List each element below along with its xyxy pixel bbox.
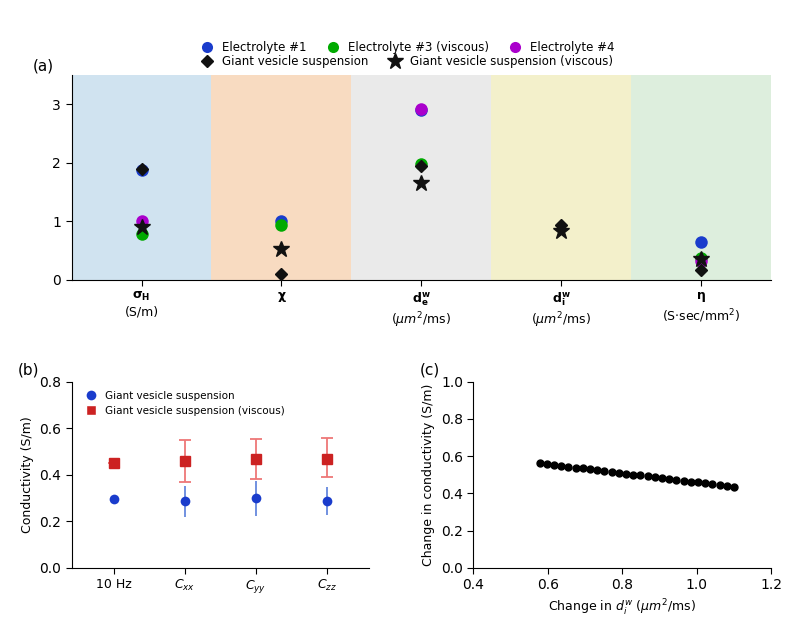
Y-axis label: Conductivity (S/m): Conductivity (S/m) [21,416,33,533]
Text: (c): (c) [420,362,440,377]
Legend: Giant vesicle suspension, Giant vesicle suspension (viscous): Giant vesicle suspension, Giant vesicle … [191,51,618,73]
Bar [211,75,351,280]
Text: (a): (a) [33,59,54,74]
X-axis label: Change in $d_i^w$ ($\mu m^2$/ms): Change in $d_i^w$ ($\mu m^2$/ms) [549,598,696,618]
Bar [491,75,631,280]
Bar [351,75,491,280]
Y-axis label: Change in conductivity (S/m): Change in conductivity (S/m) [422,384,436,566]
Bar [72,75,211,280]
Bar [631,75,771,280]
Text: (b): (b) [18,362,40,377]
Legend: Giant vesicle suspension, Giant vesicle suspension (viscous): Giant vesicle suspension, Giant vesicle … [77,387,289,421]
